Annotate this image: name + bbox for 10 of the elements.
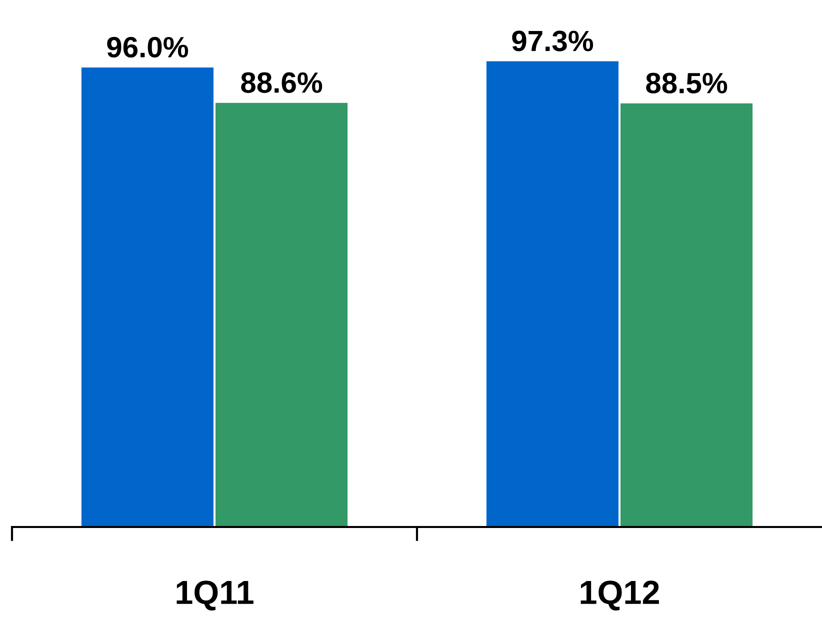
data-label: 96.0% xyxy=(107,36,188,58)
x-tick-label: 1Q11 xyxy=(176,580,254,610)
data-label: 97.3% xyxy=(512,30,594,52)
bar xyxy=(81,67,214,527)
data-label: 88.5% xyxy=(646,72,728,94)
bar xyxy=(216,102,348,527)
bar xyxy=(486,61,618,527)
x-tick-label: 1Q12 xyxy=(580,580,659,610)
bar xyxy=(620,103,753,527)
data-label: 88.6% xyxy=(241,72,322,93)
